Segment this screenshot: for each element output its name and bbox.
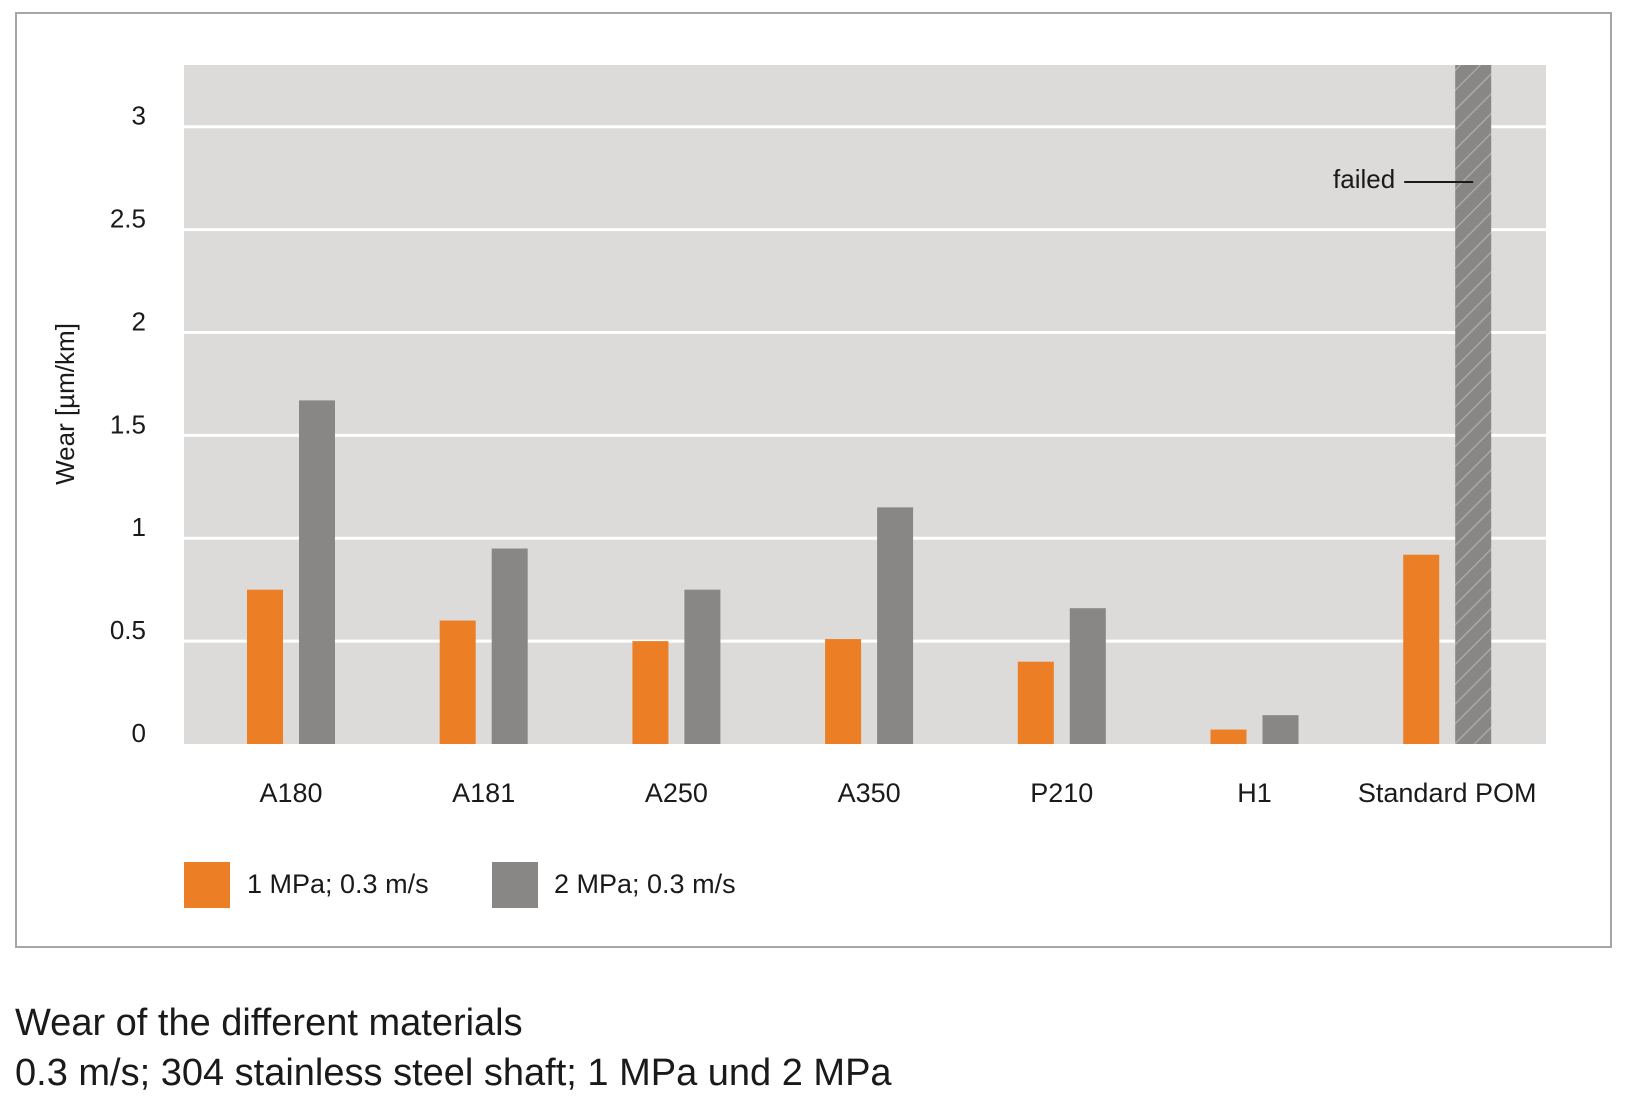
bar bbox=[1210, 729, 1247, 744]
y-tick-label: 3 bbox=[132, 101, 146, 131]
bar bbox=[247, 589, 283, 744]
x-tick-label: H1 bbox=[1237, 778, 1272, 808]
x-tick-label: Standard POM bbox=[1358, 778, 1537, 808]
bar bbox=[1262, 715, 1299, 744]
annotation-failed: failed bbox=[1333, 164, 1395, 194]
x-tick-label: A350 bbox=[838, 778, 901, 808]
y-tick-label: 1.5 bbox=[110, 409, 146, 439]
plot-area bbox=[184, 65, 1546, 744]
y-tick-label: 1 bbox=[132, 512, 146, 542]
bar bbox=[491, 548, 528, 744]
x-tick-label: P210 bbox=[1030, 778, 1093, 808]
legend-label-1mpa: 1 MPa; 0.3 m/s bbox=[247, 869, 429, 899]
legend-swatch-2mpa bbox=[492, 862, 538, 908]
bar bbox=[825, 639, 862, 744]
y-tick-label: 2.5 bbox=[110, 204, 146, 234]
chart-frame bbox=[15, 12, 1612, 948]
legend-label-2mpa: 2 MPa; 0.3 m/s bbox=[554, 869, 736, 899]
caption-title: Wear of the different materials bbox=[15, 1002, 523, 1044]
x-tick-label: A180 bbox=[259, 778, 322, 808]
bar bbox=[684, 589, 721, 744]
x-tick-label: A250 bbox=[645, 778, 708, 808]
bar bbox=[1403, 554, 1440, 744]
bar-failed bbox=[1455, 65, 1492, 744]
legend-swatch-1mpa bbox=[184, 862, 230, 908]
y-tick-label: 0.5 bbox=[110, 615, 146, 645]
bar bbox=[299, 400, 335, 744]
bar bbox=[877, 507, 914, 744]
bar bbox=[1069, 608, 1106, 744]
bar bbox=[632, 641, 669, 744]
caption-subtitle: 0.3 m/s; 304 stainless steel shaft; 1 MP… bbox=[15, 1052, 892, 1094]
x-tick-label: A181 bbox=[452, 778, 515, 808]
y-tick-label: 0 bbox=[132, 718, 146, 748]
y-tick-label: 2 bbox=[132, 306, 146, 336]
y-axis-label: Wear [µm/km] bbox=[50, 323, 80, 485]
bar bbox=[439, 620, 476, 744]
bar bbox=[1017, 661, 1054, 744]
